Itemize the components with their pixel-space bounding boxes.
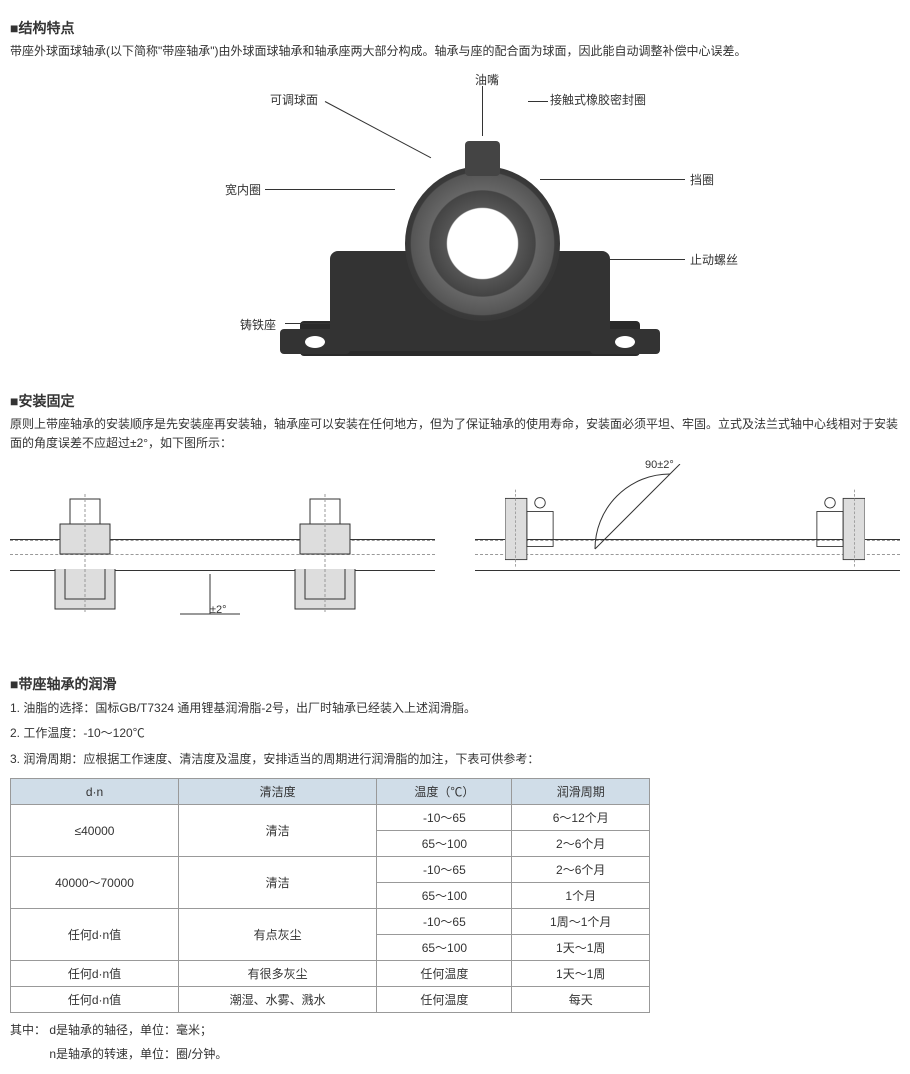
angle-90deg: 90±2° <box>645 459 674 471</box>
label-housing: 铸铁座 <box>240 316 276 333</box>
table-row: 40000～70000 清洁 -10～65 2～6个月 <box>11 857 650 883</box>
cell: 有点灰尘 <box>179 909 377 961</box>
section3-title: ■带座轴承的润滑 <box>10 674 900 694</box>
bearing-diagram: 可调球面 油嘴 接触式橡胶密封圈 宽内圈 挡圈 止动螺丝 铸铁座 <box>10 71 900 381</box>
cell: 清洁 <box>179 857 377 909</box>
lub-item3: 3. 润滑周期：应根据工作速度、清洁度及温度，安排适当的周期进行润滑脂的加注，下… <box>10 749 900 771</box>
install-left: ±2° <box>10 464 435 664</box>
th-temp: 温度（℃） <box>377 779 512 805</box>
cell: 2～6个月 <box>512 857 650 883</box>
footnote1: 其中： d是轴承的轴径，单位：毫米； <box>10 1021 900 1040</box>
table-row: 任何d·n值 有点灰尘 -10～65 1周～1个月 <box>11 909 650 935</box>
cell: 任何d·n值 <box>11 961 179 987</box>
cell: -10～65 <box>377 909 512 935</box>
table-row: 任何d·n值 有很多灰尘 任何温度 1天～1周 <box>11 961 650 987</box>
cell: 1天～1周 <box>512 961 650 987</box>
cell: 2～6个月 <box>512 831 650 857</box>
install-diagram: ±2° 90±2° <box>10 464 900 664</box>
cell: -10～65 <box>377 805 512 831</box>
cell: 每天 <box>512 987 650 1013</box>
cell: 40000～70000 <box>11 857 179 909</box>
cell: ≤40000 <box>11 805 179 857</box>
cell: 任何d·n值 <box>11 987 179 1013</box>
label-nipple: 油嘴 <box>475 71 499 88</box>
section2-title: ■安装固定 <box>10 391 900 411</box>
th-clean: 清洁度 <box>179 779 377 805</box>
section2-text: 原则上带座轴承的安装顺序是先安装座再安装轴，轴承座可以安装在任何地方，但为了保证… <box>10 415 900 453</box>
lub-item2: 2. 工作温度：-10～120℃ <box>10 723 900 745</box>
label-adjustable: 可调球面 <box>270 91 318 108</box>
install-right: 90±2° <box>475 464 900 664</box>
table-row: 任何d·n值 潮湿、水雾、溅水 任何温度 每天 <box>11 987 650 1013</box>
table-header: d·n 清洁度 温度（℃） 润滑周期 <box>11 779 650 805</box>
section1-title: ■结构特点 <box>10 18 900 38</box>
cell: 任何温度 <box>377 987 512 1013</box>
cell: 任何d·n值 <box>11 909 179 961</box>
cell: 有很多灰尘 <box>179 961 377 987</box>
label-inner: 宽内圈 <box>225 181 261 198</box>
cell: -10～65 <box>377 857 512 883</box>
cell: 清洁 <box>179 805 377 857</box>
cell: 1天～1周 <box>512 935 650 961</box>
cell: 潮湿、水雾、溅水 <box>179 987 377 1013</box>
th-dn: d·n <box>11 779 179 805</box>
label-seal: 接触式橡胶密封圈 <box>550 91 646 108</box>
label-ring: 挡圈 <box>690 171 714 188</box>
bearing-illustration <box>270 121 600 361</box>
cell: 65～100 <box>377 935 512 961</box>
cell: 1周～1个月 <box>512 909 650 935</box>
section1-text: 带座外球面球轴承(以下简称"带座轴承")由外球面球轴承和轴承座两大部分构成。轴承… <box>10 42 900 61</box>
footnote2: n是轴承的转速，单位：圈/分钟。 <box>10 1045 900 1064</box>
cell: 任何温度 <box>377 961 512 987</box>
lub-item1: 1. 油脂的选择：国标GB/T7324 通用锂基润滑脂-2号，出厂时轴承已经装入… <box>10 698 900 720</box>
label-screw: 止动螺丝 <box>690 251 738 268</box>
cell: 6～12个月 <box>512 805 650 831</box>
cell: 65～100 <box>377 831 512 857</box>
th-period: 润滑周期 <box>512 779 650 805</box>
table-row: ≤40000 清洁 -10～65 6～12个月 <box>11 805 650 831</box>
